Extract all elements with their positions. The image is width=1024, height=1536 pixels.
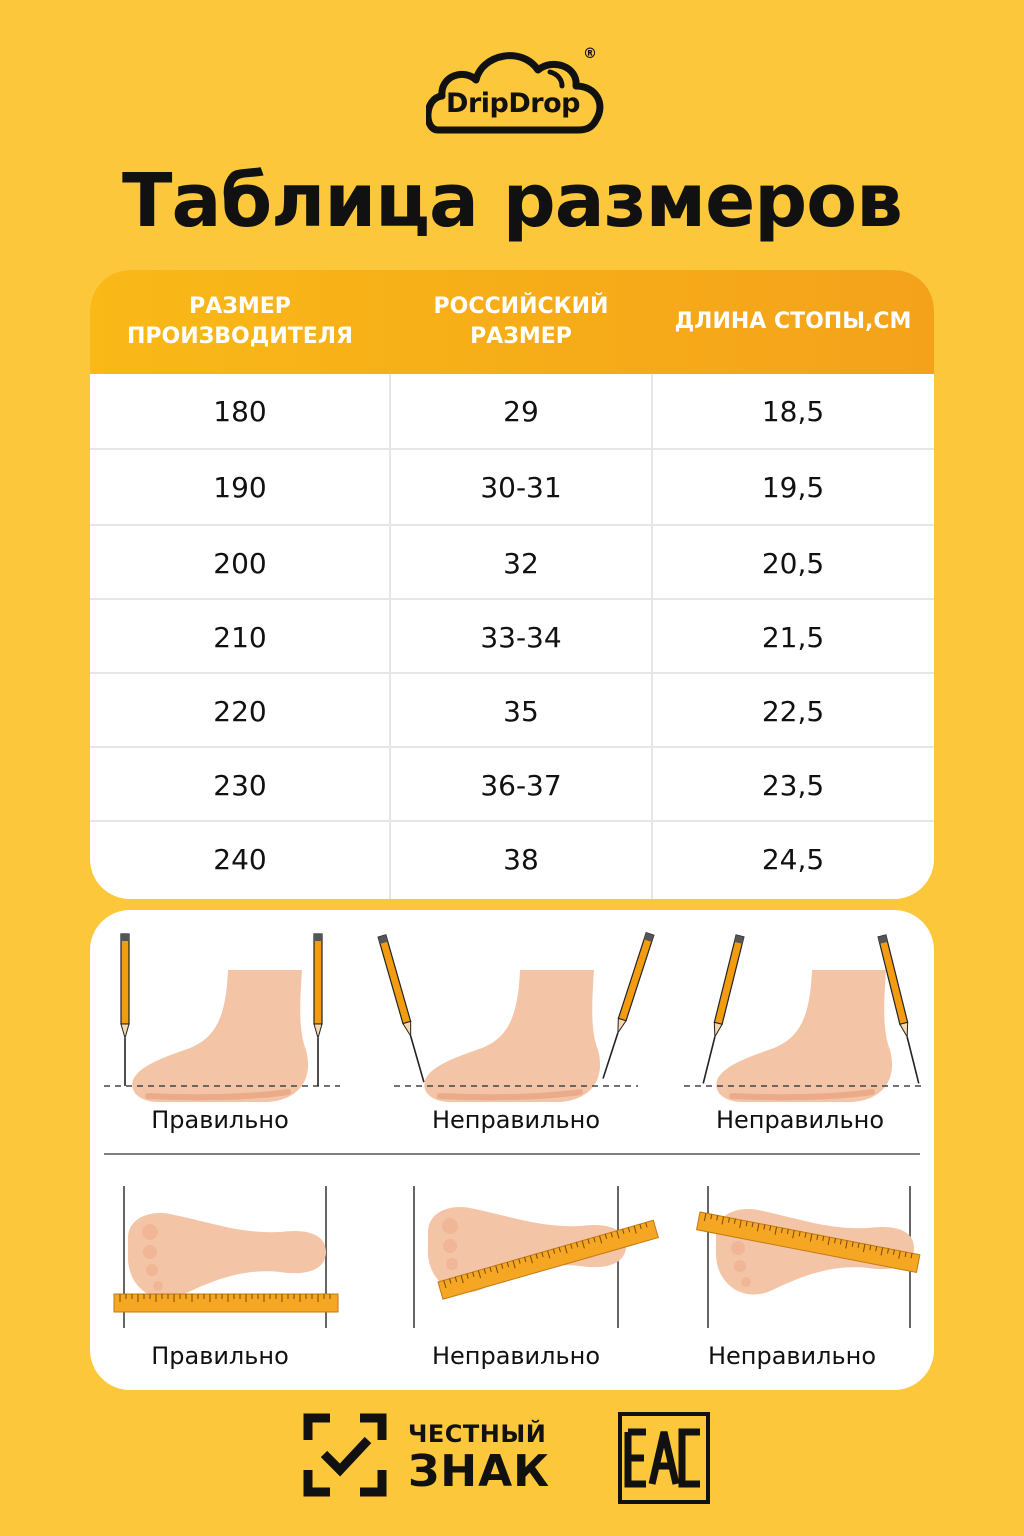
column-divider xyxy=(389,374,391,899)
caption-top-incorrect-1: Неправильно xyxy=(431,1342,601,1370)
measuring-guide: Правильно Неправильно Неправильно Правил… xyxy=(90,910,934,1390)
cell-russian-size: 33-34 xyxy=(480,620,562,654)
caption-top-incorrect-2: Неправильно xyxy=(707,1342,877,1370)
caption-side-incorrect-2: Неправильно xyxy=(715,1106,885,1134)
size-table: РАЗМЕР ПРОИЗВОДИТЕЛЯ РОССИЙСКИЙ РАЗМЕР Д… xyxy=(90,270,934,899)
row-divider xyxy=(90,448,934,450)
side-view-incorrect-1 xyxy=(377,931,655,1102)
row-divider xyxy=(90,598,934,600)
eac-mark xyxy=(618,1412,710,1508)
cell-russian-size: 32 xyxy=(503,546,539,580)
chestny-znak-line1: ЧЕСТНЫЙ xyxy=(408,1420,547,1448)
cell-manufacturer-size: 200 xyxy=(213,546,267,580)
table-row: 180 29 18,5 xyxy=(90,374,934,448)
cell-foot-length: 20,5 xyxy=(761,546,825,580)
table-row: 200 32 20,5 xyxy=(90,526,934,600)
page-title: Таблица размеров xyxy=(122,158,903,244)
cell-manufacturer-size: 230 xyxy=(213,768,267,802)
caption-side-correct: Правильно xyxy=(151,1106,289,1134)
header-russian-size: РОССИЙСКИЙ РАЗМЕР xyxy=(433,294,609,349)
caption-top-correct: Правильно xyxy=(151,1342,289,1370)
top-view-correct xyxy=(113,1186,339,1328)
cell-russian-size: 29 xyxy=(503,394,539,428)
brand-name: DripDrop xyxy=(446,88,580,119)
caption-side-incorrect-1: Неправильно xyxy=(431,1106,601,1134)
table-header: РАЗМЕР ПРОИЗВОДИТЕЛЯ РОССИЙСКИЙ РАЗМЕР Д… xyxy=(90,270,934,374)
registered-mark: ® xyxy=(583,46,597,62)
table-row: 210 33-34 21,5 xyxy=(90,600,934,674)
cell-manufacturer-size: 240 xyxy=(213,842,267,876)
cell-foot-length: 18,5 xyxy=(761,394,825,428)
row-divider xyxy=(90,672,934,674)
side-view-incorrect-2 xyxy=(684,934,924,1102)
row-divider xyxy=(90,524,934,526)
side-view-correct xyxy=(104,933,340,1102)
row-divider xyxy=(90,746,934,748)
brand-logo: DripDrop xyxy=(426,40,606,136)
cell-manufacturer-size: 210 xyxy=(213,620,267,654)
row-divider xyxy=(90,820,934,822)
top-view-incorrect-2 xyxy=(696,1186,921,1328)
table-row: 240 38 24,5 xyxy=(90,822,934,896)
header-manufacturer-size: РАЗМЕР ПРОИЗВОДИТЕЛЯ xyxy=(126,294,353,349)
header-foot-length: ДЛИНА СТОПЫ,СМ xyxy=(674,309,912,334)
cell-foot-length: 19,5 xyxy=(761,470,825,504)
chestny-znak-line2: ЗНАК xyxy=(408,1446,551,1497)
column-divider xyxy=(651,374,653,899)
table-row: 220 35 22,5 xyxy=(90,674,934,748)
cell-foot-length: 21,5 xyxy=(761,620,825,654)
cell-manufacturer-size: 220 xyxy=(213,694,267,728)
cell-russian-size: 38 xyxy=(503,842,539,876)
cell-manufacturer-size: 180 xyxy=(213,394,267,428)
top-view-incorrect-1 xyxy=(413,1186,659,1328)
cell-foot-length: 23,5 xyxy=(761,768,825,802)
cell-russian-size: 30-31 xyxy=(480,470,562,504)
cell-russian-size: 35 xyxy=(503,694,539,728)
chestny-znak-icon xyxy=(300,1410,390,1504)
table-row: 230 36-37 23,5 xyxy=(90,748,934,822)
cell-foot-length: 24,5 xyxy=(761,842,825,876)
table-row: 190 30-31 19,5 xyxy=(90,450,934,524)
cell-russian-size: 36-37 xyxy=(480,768,562,802)
cell-manufacturer-size: 190 xyxy=(213,470,267,504)
cell-foot-length: 22,5 xyxy=(761,694,825,728)
